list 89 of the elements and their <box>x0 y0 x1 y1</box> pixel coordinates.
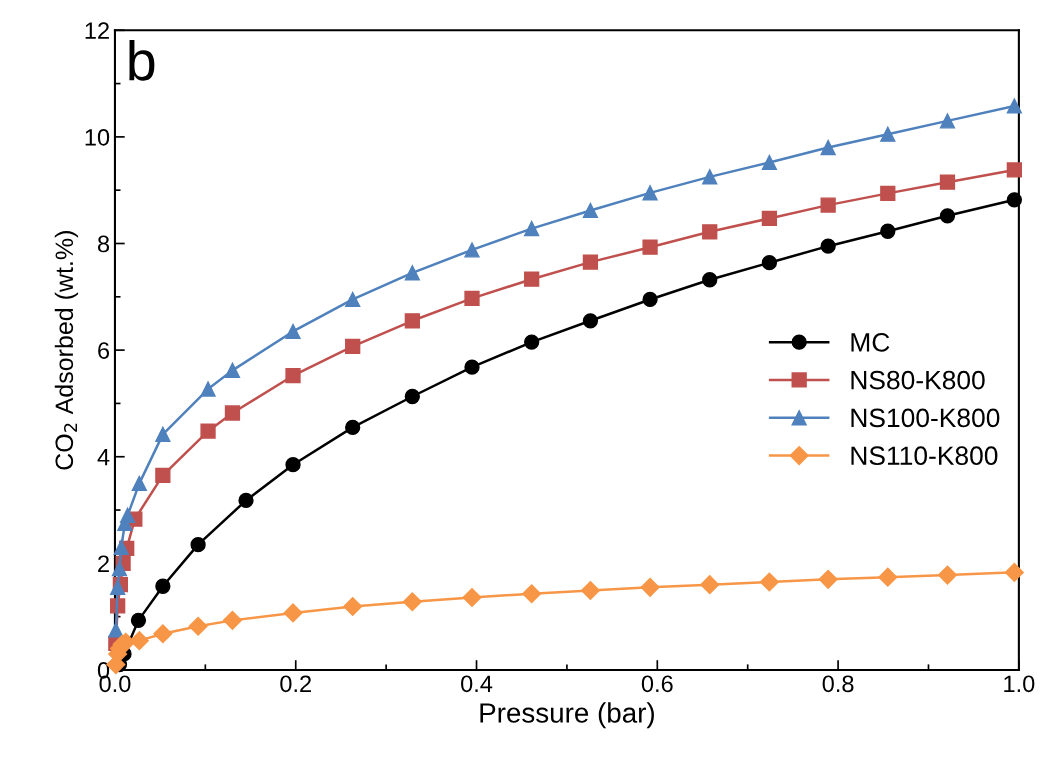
x-axis-title: Pressure (bar) <box>480 702 654 729</box>
y-tick-label: 10 <box>85 128 110 146</box>
point <box>285 457 301 473</box>
point <box>580 580 600 601</box>
point <box>1006 192 1022 208</box>
point <box>404 388 420 405</box>
text: 1.0 <box>1004 675 1035 693</box>
point <box>464 359 480 375</box>
point <box>155 426 171 442</box>
point <box>582 254 599 270</box>
point <box>702 169 718 185</box>
point <box>818 569 838 589</box>
point <box>345 291 361 308</box>
point <box>404 265 420 281</box>
legend-label: NS100-K800 <box>851 408 1000 428</box>
point <box>108 622 124 638</box>
point <box>153 624 173 644</box>
point <box>524 220 540 237</box>
point <box>939 208 956 224</box>
point <box>238 492 254 509</box>
point <box>820 197 836 213</box>
point <box>700 575 720 595</box>
point <box>880 185 896 202</box>
point <box>200 423 216 439</box>
point <box>113 539 129 555</box>
point <box>222 610 242 630</box>
point <box>702 224 718 240</box>
point <box>642 291 658 308</box>
point <box>345 419 361 436</box>
point <box>155 467 171 484</box>
y-tick-label: 12 <box>85 22 109 39</box>
point <box>642 239 658 255</box>
point <box>761 210 778 227</box>
y-tick-label: 6 <box>98 342 110 359</box>
point <box>131 475 147 492</box>
y-axis-title: CO$_{2}$ Adsorbed (wt.%) <box>54 231 79 470</box>
x-tick-label: 0.6 <box>641 675 673 693</box>
point <box>462 587 482 607</box>
y-tick-label: 2 <box>98 555 109 572</box>
point <box>937 565 957 585</box>
point <box>582 202 599 219</box>
point <box>640 577 660 597</box>
point <box>343 596 363 617</box>
point <box>522 584 542 604</box>
point <box>111 561 128 577</box>
point <box>524 271 540 287</box>
point <box>642 185 658 201</box>
point <box>283 603 303 623</box>
point <box>880 223 896 239</box>
point <box>761 255 778 271</box>
point <box>582 313 599 329</box>
point <box>1006 98 1022 114</box>
point <box>464 242 480 258</box>
point <box>224 362 241 379</box>
point <box>402 592 422 612</box>
point <box>524 334 540 350</box>
point <box>190 537 206 553</box>
point <box>702 272 718 288</box>
point <box>1004 562 1024 582</box>
point <box>155 578 171 594</box>
point <box>188 616 208 636</box>
point <box>224 405 241 421</box>
x-tick-label: 0.4 <box>461 675 493 693</box>
point <box>129 631 149 651</box>
point <box>939 113 956 129</box>
point <box>345 338 361 355</box>
annotation: b <box>129 39 155 81</box>
point <box>200 381 216 397</box>
point <box>759 572 779 592</box>
legend-label: NS80-K800 <box>851 370 985 390</box>
point <box>285 323 301 340</box>
point <box>880 126 896 142</box>
point <box>404 313 420 329</box>
y-tick-label: 4 <box>97 449 110 466</box>
legend-label: NS110-K800 <box>851 446 998 466</box>
point <box>130 612 147 629</box>
point <box>878 567 898 587</box>
x-tick-label: 0.8 <box>822 675 854 693</box>
legend-label: MC <box>851 332 890 352</box>
point <box>939 174 956 190</box>
point <box>464 290 480 307</box>
point <box>761 154 778 171</box>
point <box>1006 162 1022 178</box>
point <box>820 139 836 156</box>
point <box>119 507 136 523</box>
point <box>820 238 836 254</box>
x-tick-label: 0.2 <box>280 675 311 693</box>
y-tick-label: 8 <box>97 235 110 253</box>
point <box>285 368 301 384</box>
